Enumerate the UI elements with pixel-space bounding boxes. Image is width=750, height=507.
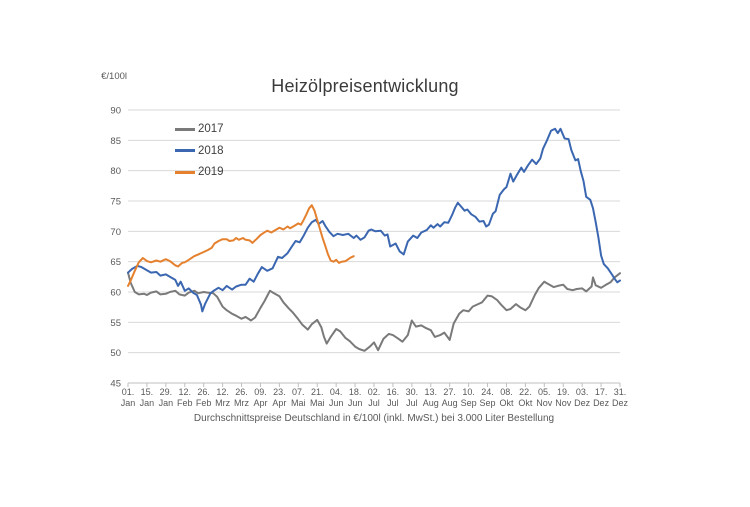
x-tick-label-month: Okt — [518, 398, 533, 408]
x-tick-label-day: 08. — [500, 387, 513, 397]
legend-swatch-2018 — [175, 149, 195, 153]
legend-swatch-2019 — [175, 170, 195, 174]
x-tick-label-month: Sep — [461, 398, 477, 408]
legend-label: 2019 — [198, 166, 224, 179]
x-tick-label-day: 31. — [614, 387, 627, 397]
y-axis-unit-label: €/100l — [101, 71, 127, 82]
x-tick-label-month: Nov — [555, 398, 572, 408]
x-tick-label-day: 22. — [519, 387, 532, 397]
x-tick-label-day: 29. — [160, 387, 173, 397]
x-tick-label-day: 16. — [387, 387, 400, 397]
legend-label: 2018 — [198, 144, 224, 157]
x-tick-label-day: 17. — [595, 387, 608, 397]
x-tick-label-month: Mai — [291, 398, 306, 408]
x-tick-label-month: Dez — [593, 398, 610, 408]
x-tick-label-day: 21. — [311, 387, 324, 397]
x-tick-label-month: Feb — [177, 398, 193, 408]
x-tick-label-month: Aug — [442, 398, 458, 408]
y-tick-label: 85 — [110, 136, 121, 147]
legend-item-2018: 2018 — [175, 144, 224, 159]
y-tick-label: 90 — [110, 106, 121, 117]
x-tick-label-day: 10. — [462, 387, 475, 397]
x-tick-label-month: Mrz — [215, 398, 230, 408]
x-tick-label-month: Apr — [272, 398, 286, 408]
chart-title: Heizölpreisentwicklung — [271, 76, 459, 96]
x-tick-label-month: Jun — [348, 398, 363, 408]
x-tick-label-day: 02. — [368, 387, 381, 397]
x-tick-label-month: Jan — [121, 398, 136, 408]
x-tick-label-month: Jul — [406, 398, 418, 408]
series-line-2019 — [127, 204, 355, 287]
x-tick-label-day: 12. — [216, 387, 229, 397]
x-tick-label-month: Jun — [329, 398, 344, 408]
x-tick-label-month: Jan — [159, 398, 174, 408]
x-tick-label-day: 27. — [443, 387, 456, 397]
series-line-2018 — [127, 127, 621, 313]
x-tick-label-day: 09. — [254, 387, 267, 397]
x-tick-label-day: 12. — [179, 387, 192, 397]
x-tick-label-month: Jul — [387, 398, 399, 408]
legend-swatch-2017 — [175, 127, 195, 131]
x-tick-label-month: Dez — [574, 398, 591, 408]
x-tick-label-month: Apr — [253, 398, 267, 408]
x-tick-label-month: Jul — [368, 398, 380, 408]
chart-caption: Durchschnittspreise Deutschland in €/100… — [193, 413, 555, 424]
x-tick-label-day: 07. — [292, 387, 305, 397]
x-tick-label-month: Feb — [196, 398, 212, 408]
x-tick-label-day: 30. — [406, 387, 419, 397]
x-tick-label-day: 15. — [141, 387, 154, 397]
x-tick-label-month: Nov — [536, 398, 553, 408]
x-tick-label-day: 19. — [557, 387, 570, 397]
y-tick-label: 80 — [110, 166, 121, 177]
x-tick-label-month: Jan — [140, 398, 155, 408]
legend-item-2017: 2017 — [175, 122, 224, 137]
x-tick-label-day: 05. — [538, 387, 551, 397]
y-tick-label: 75 — [110, 197, 121, 208]
x-tick-label-month: Okt — [499, 398, 514, 408]
x-tick-label-month: Dez — [612, 398, 629, 408]
y-tick-label: 50 — [110, 348, 121, 359]
x-tick-label-day: 26. — [197, 387, 210, 397]
y-tick-label: 70 — [110, 227, 121, 238]
x-tick-label-month: Aug — [423, 398, 439, 408]
x-tick-label-month: Mai — [310, 398, 325, 408]
series-line-2017 — [127, 271, 621, 352]
legend-item-2019: 2019 — [175, 165, 224, 180]
x-tick-label-day: 26. — [235, 387, 248, 397]
y-tick-label: 55 — [110, 318, 121, 329]
y-tick-label: 65 — [110, 257, 121, 268]
x-tick-label-day: 01. — [122, 387, 135, 397]
legend: 2017 2018 2019 — [175, 122, 224, 187]
x-tick-label-day: 18. — [349, 387, 362, 397]
x-tick-label-day: 04. — [330, 387, 343, 397]
x-tick-label-month: Mrz — [234, 398, 249, 408]
y-tick-label: 60 — [110, 288, 121, 299]
x-tick-label-day: 24. — [481, 387, 494, 397]
x-tick-label-day: 23. — [273, 387, 286, 397]
x-tick-label-day: 13. — [425, 387, 438, 397]
y-tick-label: 45 — [110, 379, 121, 390]
x-tick-label-day: 03. — [576, 387, 589, 397]
x-tick-label-month: Sep — [480, 398, 496, 408]
legend-label: 2017 — [198, 123, 224, 136]
